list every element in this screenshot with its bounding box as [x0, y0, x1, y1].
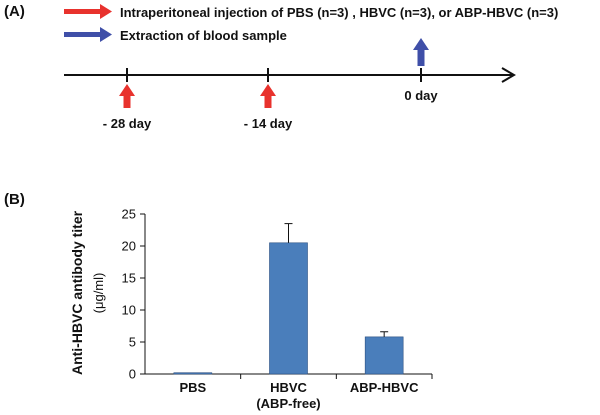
injection-arrow-icon — [119, 84, 135, 108]
y-tick-label: 20 — [122, 239, 136, 254]
y-axis-label: Anti-HBVC antibody titer — [69, 210, 85, 375]
timeline-label-minus28: - 28 day — [103, 116, 152, 131]
legend-injection-text: Intraperitoneal injection of PBS (n=3) ,… — [120, 5, 558, 20]
bar-chart: Anti-HBVC antibody titer (μg/ml) 0 5 10 15 2… — [69, 207, 433, 411]
y-tick-label: 0 — [129, 367, 136, 382]
injection-arrow-icon — [260, 84, 276, 108]
legend-extraction-text: Extraction of blood sample — [120, 28, 287, 43]
panel-b-label: (B) — [4, 191, 25, 208]
bar — [269, 242, 308, 375]
y-tick-label: 10 — [122, 303, 136, 318]
timeline-label-minus14: - 14 day — [244, 116, 293, 131]
y-tick-label: 5 — [129, 335, 136, 350]
x-tick-label: PBS — [179, 380, 206, 395]
bar — [364, 336, 404, 375]
panel-a-label: (A) — [4, 3, 25, 20]
timeline-label-0: 0 day — [404, 88, 438, 103]
y-axis-unit: (μg/ml) — [91, 273, 106, 314]
y-tick-label: 25 — [122, 207, 136, 222]
x-tick-label: HBVC — [270, 380, 307, 395]
timeline-axis — [64, 67, 516, 83]
bar — [173, 372, 213, 375]
extraction-arrow-icon — [413, 38, 429, 66]
y-tick-label: 15 — [122, 271, 136, 286]
x-tick-sublabel: (ABP-free) — [256, 396, 320, 411]
x-tick-label: ABP-HBVC — [350, 380, 419, 395]
legend-injection-arrow-icon — [64, 4, 112, 19]
legend-extraction-arrow-icon — [64, 27, 112, 42]
